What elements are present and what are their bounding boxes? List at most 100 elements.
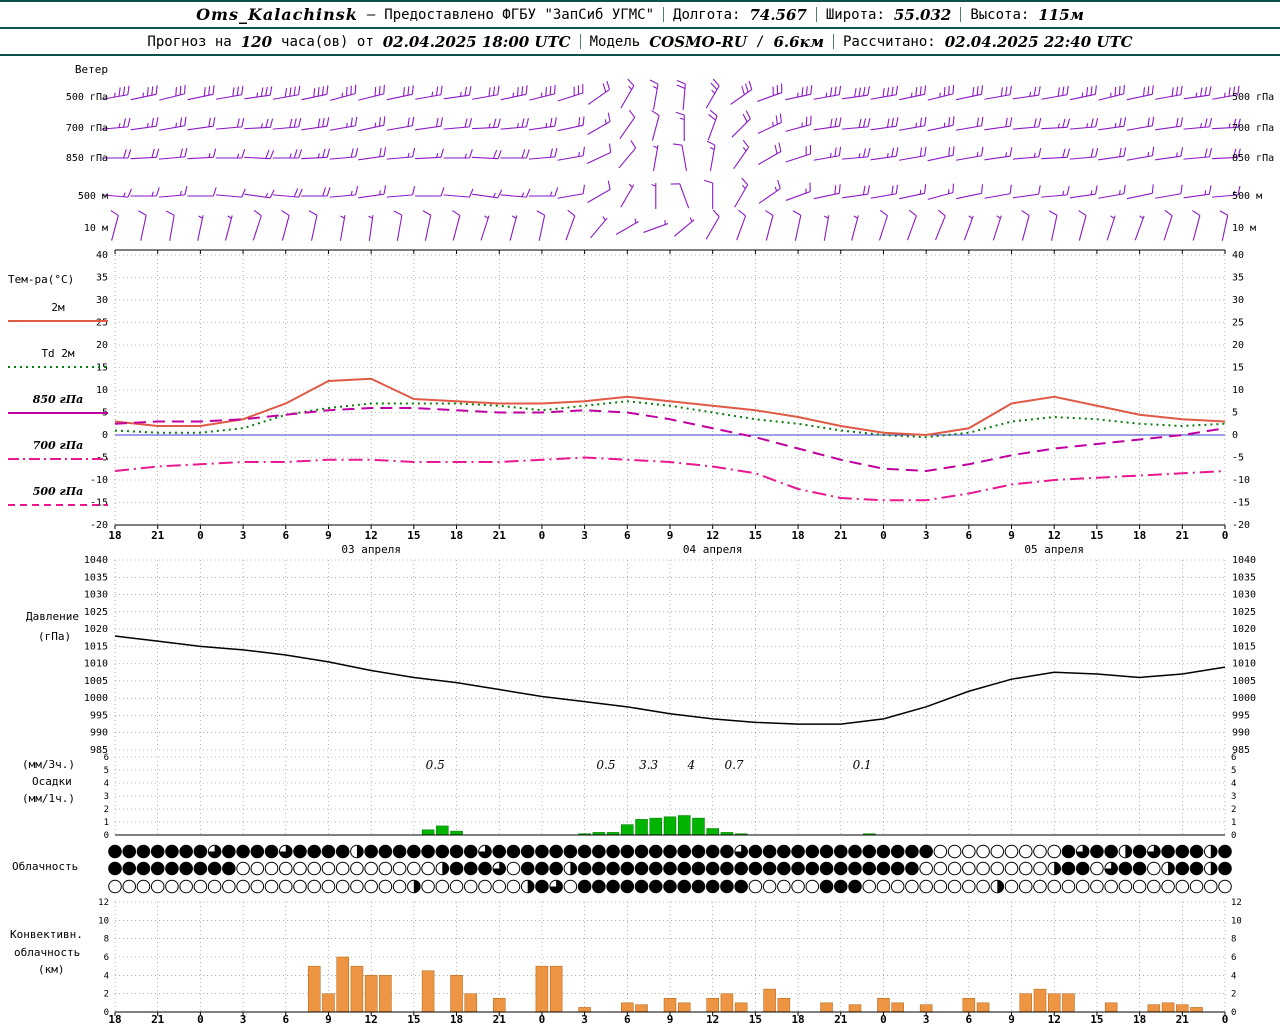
convective-bar [621, 1002, 634, 1013]
cloud-panel [108, 844, 1232, 894]
svg-text:21: 21 [834, 1013, 848, 1024]
convective-bar [1104, 1002, 1118, 1013]
convective-bar [549, 965, 563, 1013]
svg-text:10: 10 [96, 385, 108, 396]
svg-text:4: 4 [1231, 971, 1236, 981]
svg-text:500 гПа: 500 гПа [66, 92, 108, 103]
svg-text:6: 6 [966, 1013, 973, 1024]
convective-bar [421, 970, 435, 1013]
precip-bar [635, 819, 648, 836]
convective-bar [663, 998, 677, 1013]
precip-bar [450, 830, 463, 836]
convective-bar [307, 965, 321, 1013]
svg-text:1040: 1040 [1232, 555, 1256, 566]
pressure-series [114, 635, 1226, 725]
temp-series-700 гПа [114, 456, 1226, 502]
svg-text:990: 990 [90, 728, 108, 739]
svg-text:5: 5 [104, 766, 109, 776]
model-separator: / [756, 33, 765, 50]
svg-text:1000: 1000 [1232, 693, 1256, 704]
svg-text:1040: 1040 [84, 555, 108, 566]
svg-text:9: 9 [667, 529, 674, 542]
svg-text:1035: 1035 [1232, 572, 1256, 583]
svg-text:6: 6 [1231, 953, 1236, 963]
provider-text: Предоставлено ФГБУ "ЗапСиб УГМС" [384, 6, 655, 23]
svg-text:40: 40 [96, 250, 108, 261]
svg-text:21: 21 [151, 1013, 165, 1024]
temp-series-850 гПа [114, 407, 1226, 473]
svg-text:9: 9 [667, 1013, 674, 1024]
svg-text:18: 18 [791, 1013, 804, 1024]
svg-text:500 м: 500 м [1232, 191, 1262, 202]
svg-text:0: 0 [197, 529, 204, 542]
convective-bar [1019, 993, 1033, 1013]
svg-text:15: 15 [749, 529, 762, 542]
svg-text:2: 2 [104, 990, 109, 1000]
svg-text:500 м: 500 м [78, 191, 108, 202]
svg-text:2: 2 [1231, 990, 1236, 1000]
svg-text:4: 4 [1231, 779, 1236, 789]
svg-text:20: 20 [96, 340, 108, 351]
svg-text:0: 0 [102, 430, 108, 441]
svg-text:3: 3 [923, 1013, 930, 1024]
convective-bar [492, 998, 506, 1013]
header-row-1: Oms_Kalachinsk — Предоставлено ФГБУ "Зап… [0, 2, 1280, 29]
calc-datetime: 02.04.2025 22:40 UTC [944, 32, 1133, 51]
svg-text:0: 0 [104, 1008, 109, 1018]
svg-text:1000: 1000 [84, 693, 108, 704]
convective-bar [706, 998, 719, 1013]
convective-bar [450, 975, 463, 1013]
svg-text:40: 40 [1232, 250, 1244, 261]
svg-text:-5: -5 [96, 453, 108, 464]
svg-text:995: 995 [90, 710, 108, 721]
svg-text:10: 10 [1232, 385, 1244, 396]
svg-text:8: 8 [104, 935, 109, 945]
svg-text:-10: -10 [1232, 475, 1250, 486]
svg-text:-5: -5 [1232, 453, 1244, 464]
svg-text:18: 18 [450, 529, 463, 542]
svg-text:5: 5 [102, 408, 108, 419]
svg-text:1025: 1025 [84, 607, 108, 618]
svg-text:-10: -10 [90, 475, 108, 486]
svg-text:3: 3 [104, 792, 109, 802]
altitude-label: Высота: [970, 6, 1030, 23]
svg-text:0.7: 0.7 [724, 758, 743, 772]
svg-text:03 апреля: 03 апреля [341, 543, 401, 556]
svg-text:1: 1 [104, 818, 109, 828]
precip-bar [421, 829, 435, 836]
svg-text:15: 15 [96, 363, 108, 374]
svg-text:500 гПа: 500 гПа [1232, 92, 1274, 103]
svg-text:12: 12 [1231, 898, 1242, 908]
svg-text:30: 30 [96, 295, 108, 306]
convective-bar [379, 975, 392, 1013]
convective-bar [578, 1007, 591, 1013]
header-row-2: Прогноз на 120 часа(ов) от 02.04.2025 18… [0, 29, 1280, 56]
svg-text:25: 25 [96, 318, 108, 329]
convective-bar [1062, 993, 1075, 1013]
svg-text:1015: 1015 [1232, 641, 1256, 652]
svg-text:0.5: 0.5 [426, 758, 445, 772]
svg-text:3: 3 [581, 1013, 588, 1024]
svg-text:35: 35 [96, 273, 108, 284]
svg-text:0: 0 [880, 1013, 887, 1024]
run-datetime: 02.04.2025 18:00 UTC [382, 32, 571, 51]
svg-text:3: 3 [240, 1013, 247, 1024]
convective-bar [763, 988, 776, 1013]
svg-text:4: 4 [687, 758, 696, 772]
svg-text:0.5: 0.5 [596, 758, 615, 772]
convective-bar [976, 1002, 990, 1013]
header-divider [832, 34, 834, 49]
svg-text:8: 8 [1231, 935, 1236, 945]
svg-text:10: 10 [98, 916, 109, 926]
precip-bar [621, 824, 634, 836]
convective-bar [364, 975, 378, 1013]
svg-text:18: 18 [108, 1013, 121, 1024]
temp-series-2м [114, 377, 1226, 437]
convective-bar [919, 1004, 933, 1013]
wind-panel [102, 78, 1241, 254]
svg-text:0: 0 [1231, 831, 1236, 841]
svg-text:700 гПа: 700 гПа [1232, 123, 1274, 134]
svg-text:9: 9 [325, 1013, 332, 1024]
header-divider [960, 7, 962, 22]
